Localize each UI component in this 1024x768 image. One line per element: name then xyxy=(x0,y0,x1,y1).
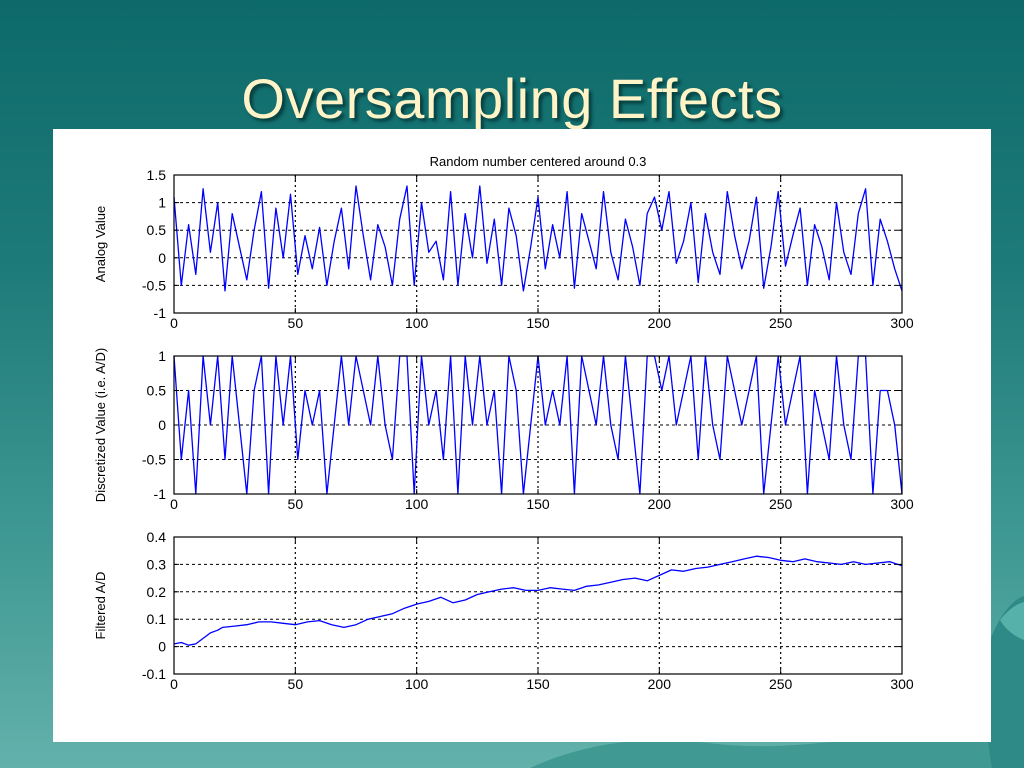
y-tick-label: -0.5 xyxy=(142,452,166,468)
y-tick-label: 1 xyxy=(158,348,166,364)
y-axis-label: Discretized Value (i.e. A/D) xyxy=(93,348,108,502)
y-tick-label: 0.3 xyxy=(147,556,167,572)
chart-panel-3: 0 50 100 150 200 250 300-0.100.10.20.30.4Filte… xyxy=(93,529,914,692)
y-tick-label: 1.5 xyxy=(147,167,167,183)
y-tick-label: 0 xyxy=(158,639,166,655)
y-tick-label: -1 xyxy=(154,486,167,502)
x-tick-label: 50 xyxy=(288,676,304,692)
y-tick-label: -0.1 xyxy=(142,666,166,682)
chart-panel-1: 0 50 100 150 200 250 300 -1 -0.5 0 0.5 1 1.5 Analog V… xyxy=(93,154,914,331)
y-tick-label: 0.1 xyxy=(147,611,167,627)
x-tick-label: 200 xyxy=(648,315,672,331)
x-tick-label: 50 xyxy=(288,315,304,331)
y-tick-label: -1 xyxy=(154,305,167,321)
series-line-1 xyxy=(173,555,903,646)
chart-title: Random number centered around 0.3 xyxy=(430,154,647,169)
y-tick-label: 0.4 xyxy=(147,529,167,545)
chart-panel-2: 0 50 100 150 200 250 300 -1 -0.5 0 0.5 1 Discretized… xyxy=(93,348,914,512)
x-tick-label: 300 xyxy=(890,676,914,692)
x-tick-label: 150 xyxy=(526,315,550,331)
y-tick-label: 1 xyxy=(158,195,166,211)
x-tick-label: 0 xyxy=(170,496,178,512)
y-tick-label: 0 xyxy=(158,417,166,433)
x-tick-label: 250 xyxy=(769,676,793,692)
y-tick-label: 0.5 xyxy=(147,222,167,238)
x-tick-label: 300 xyxy=(890,315,914,331)
series-line-1 xyxy=(173,185,903,292)
y-tick-label: 0 xyxy=(158,250,166,266)
x-tick-label: 250 xyxy=(769,496,793,512)
x-tick-label: 200 xyxy=(648,676,672,692)
x-tick-label: 200 xyxy=(648,496,672,512)
x-tick-label: 250 xyxy=(769,315,793,331)
x-tick-label: 150 xyxy=(526,676,550,692)
x-tick-label: 0 xyxy=(170,315,178,331)
x-tick-label: 300 xyxy=(890,496,914,512)
y-tick-label: -0.5 xyxy=(142,277,166,293)
slide-title: Oversampling Effects xyxy=(241,67,783,130)
y-tick-label: 0.5 xyxy=(147,383,167,399)
y-axis-label: Filtered A/D xyxy=(93,572,108,640)
x-tick-label: 0 xyxy=(170,676,178,692)
x-tick-label: 100 xyxy=(405,676,429,692)
x-tick-label: 150 xyxy=(526,496,550,512)
y-axis-label: Analog Value xyxy=(93,206,108,282)
x-tick-label: 100 xyxy=(405,315,429,331)
y-tick-label: 0.2 xyxy=(147,584,167,600)
x-tick-label: 50 xyxy=(288,496,304,512)
x-tick-label: 100 xyxy=(405,496,429,512)
figure-panel: 0 50 100 150 200 250 300 -1 -0.5 0 0.5 1 1.5 Analog V… xyxy=(53,129,991,742)
